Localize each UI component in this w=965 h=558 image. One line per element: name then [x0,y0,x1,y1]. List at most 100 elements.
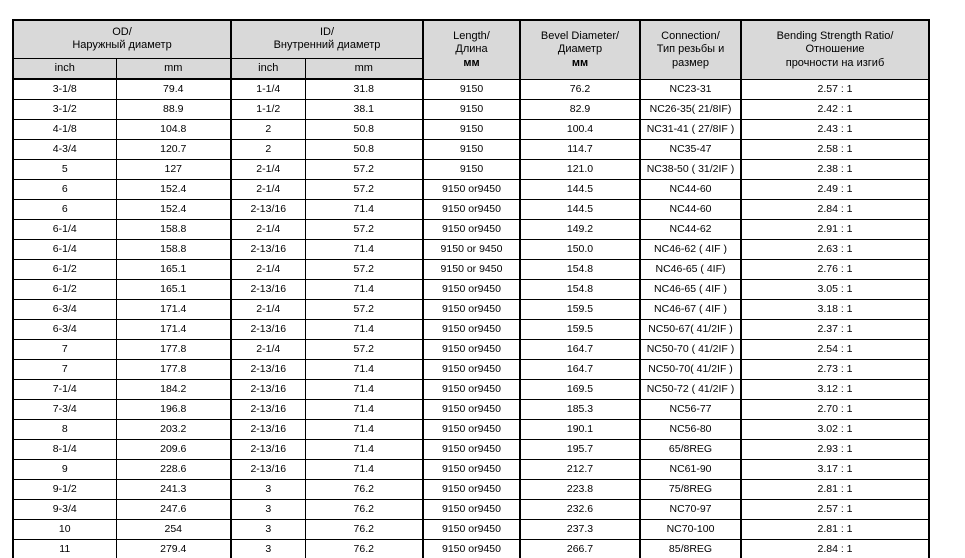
cell-od-inch: 9-3/4 [12,499,117,520]
cell-id-mm: 71.4 [304,379,424,400]
table-row: 7-1/4 184.2 2-13/16 71.4 9150 or9450 169.5 NC5… [12,379,930,400]
cell-connection: NC61-90 [639,459,742,480]
cell-bevel-diameter-mm: 237.3 [519,519,641,540]
cell-od-mm: 158.8 [115,219,232,240]
cell-length-mm: 9150 or9450 [422,499,521,520]
cell-od-mm: 152.4 [115,179,232,200]
header-id-inch: inch [230,57,306,80]
cell-bevel-diameter-mm: 149.2 [519,219,641,240]
cell-id-mm: 71.4 [304,279,424,300]
cell-connection: NC56-77 [639,399,742,420]
cell-od-inch: 9-1/2 [12,479,117,500]
cell-bending-strength-ratio: 2.76 : 1 [740,259,930,280]
cell-connection: NC70-100 [639,519,742,540]
cell-bevel-diameter-mm: 164.7 [519,359,641,380]
cell-length-mm: 9150 or9450 [422,519,521,540]
cell-od-inch: 6-1/2 [12,279,117,300]
cell-od-mm: 196.8 [115,399,232,420]
table-row: 3-1/2 88.9 1-1/2 38.1 9150 82.9 NC26-35( 21/8I… [12,99,930,120]
cell-connection: 65/8REG [639,439,742,460]
cell-bevel-diameter-mm: 212.7 [519,459,641,480]
header-bevel-line1: Bevel Diameter/ [540,29,620,42]
cell-id-inch: 2-13/16 [230,239,306,260]
cell-id-mm: 76.2 [304,519,424,540]
cell-od-inch: 6-1/4 [12,219,117,240]
cell-id-mm: 50.8 [304,139,424,160]
table-header: OD/ Наружный диаметр ID/ Внутренний диам… [12,19,930,80]
header-connection: Connection/ Тип резьбы и размер [639,19,742,80]
cell-id-mm: 76.2 [304,539,424,558]
cell-id-mm: 71.4 [304,359,424,380]
cell-od-mm: 209.6 [115,439,232,460]
cell-connection: NC50-70 ( 41/2IF ) [639,339,742,360]
cell-id-inch: 2-1/4 [230,179,306,200]
cell-id-inch: 2-1/4 [230,299,306,320]
cell-id-mm: 57.2 [304,179,424,200]
cell-id-mm: 71.4 [304,459,424,480]
cell-length-mm: 9150 or9450 [422,419,521,440]
header-id-line1: ID/ [319,25,335,38]
header-od-line1: OD/ [112,25,132,38]
table-row: 10 254 3 76.2 9150 or9450 237.3 NC70-100 2.81 :… [12,519,930,540]
cell-id-mm: 71.4 [304,419,424,440]
cell-bending-strength-ratio: 2.54 : 1 [740,339,930,360]
cell-od-inch: 6-1/2 [12,259,117,280]
cell-id-mm: 71.4 [304,439,424,460]
cell-od-mm: 171.4 [115,299,232,320]
cell-length-mm: 9150 or9450 [422,319,521,340]
cell-bevel-diameter-mm: 232.6 [519,499,641,520]
cell-bevel-diameter-mm: 144.5 [519,179,641,200]
header-ratio-line2: Отношение [805,43,865,55]
cell-od-inch: 10 [12,519,117,540]
table-row: 5 127 2-1/4 57.2 9150 121.0 NC38-50 ( 31/2IF )… [12,159,930,180]
cell-id-inch: 2-13/16 [230,419,306,440]
cell-od-inch: 7 [12,339,117,360]
cell-length-mm: 9150 or9450 [422,339,521,360]
cell-od-inch: 6-3/4 [12,299,117,320]
cell-od-mm: 152.4 [115,199,232,220]
cell-id-mm: 71.4 [304,319,424,340]
cell-od-inch: 3-1/2 [12,99,117,120]
cell-bending-strength-ratio: 2.84 : 1 [740,539,930,558]
cell-bending-strength-ratio: 2.43 : 1 [740,119,930,140]
cell-od-inch: 8-1/4 [12,439,117,460]
cell-od-inch: 3-1/8 [12,78,117,100]
cell-bending-strength-ratio: 2.84 : 1 [740,199,930,220]
cell-od-inch: 6 [12,179,117,200]
cell-connection: NC44-60 [639,179,742,200]
table-row: 8-1/4 209.6 2-13/16 71.4 9150 or9450 195.7 65/… [12,439,930,460]
cell-length-mm: 9150 or9450 [422,379,521,400]
cell-bending-strength-ratio: 2.63 : 1 [740,239,930,260]
cell-length-mm: 9150 or9450 [422,199,521,220]
cell-connection: NC46-65 ( 4IF) [639,259,742,280]
header-id: ID/ Внутренний диаметр [230,19,424,59]
cell-id-mm: 76.2 [304,499,424,520]
cell-bevel-diameter-mm: 169.5 [519,379,641,400]
cell-bending-strength-ratio: 3.18 : 1 [740,299,930,320]
cell-length-mm: 9150 or9450 [422,539,521,558]
table-row: 9-3/4 247.6 3 76.2 9150 or9450 232.6 NC70-97 2.… [12,499,930,520]
cell-connection: NC38-50 ( 31/2IF ) [639,159,742,180]
cell-connection: NC35-47 [639,139,742,160]
cell-length-mm: 9150 or9450 [422,439,521,460]
cell-bending-strength-ratio: 2.57 : 1 [740,78,930,100]
cell-od-inch: 7-1/4 [12,379,117,400]
cell-connection: NC46-65 ( 4IF ) [639,279,742,300]
cell-id-inch: 2-13/16 [230,319,306,340]
cell-length-mm: 9150 or9450 [422,219,521,240]
table-row: 8 203.2 2-13/16 71.4 9150 or9450 190.1 NC56-80… [12,419,930,440]
header-bevel-line2: Диаметр [557,43,603,55]
cell-id-mm: 50.8 [304,119,424,140]
cell-id-mm: 57.2 [304,259,424,280]
cell-od-inch: 4-3/4 [12,139,117,160]
cell-bevel-diameter-mm: 114.7 [519,139,641,160]
cell-bevel-diameter-mm: 164.7 [519,339,641,360]
cell-od-mm: 184.2 [115,379,232,400]
cell-bending-strength-ratio: 2.37 : 1 [740,319,930,340]
cell-length-mm: 9150 or9450 [422,479,521,500]
cell-bevel-diameter-mm: 82.9 [519,99,641,120]
header-od: OD/ Наружный диаметр [12,19,232,59]
cell-od-mm: 158.8 [115,239,232,260]
cell-bending-strength-ratio: 3.12 : 1 [740,379,930,400]
